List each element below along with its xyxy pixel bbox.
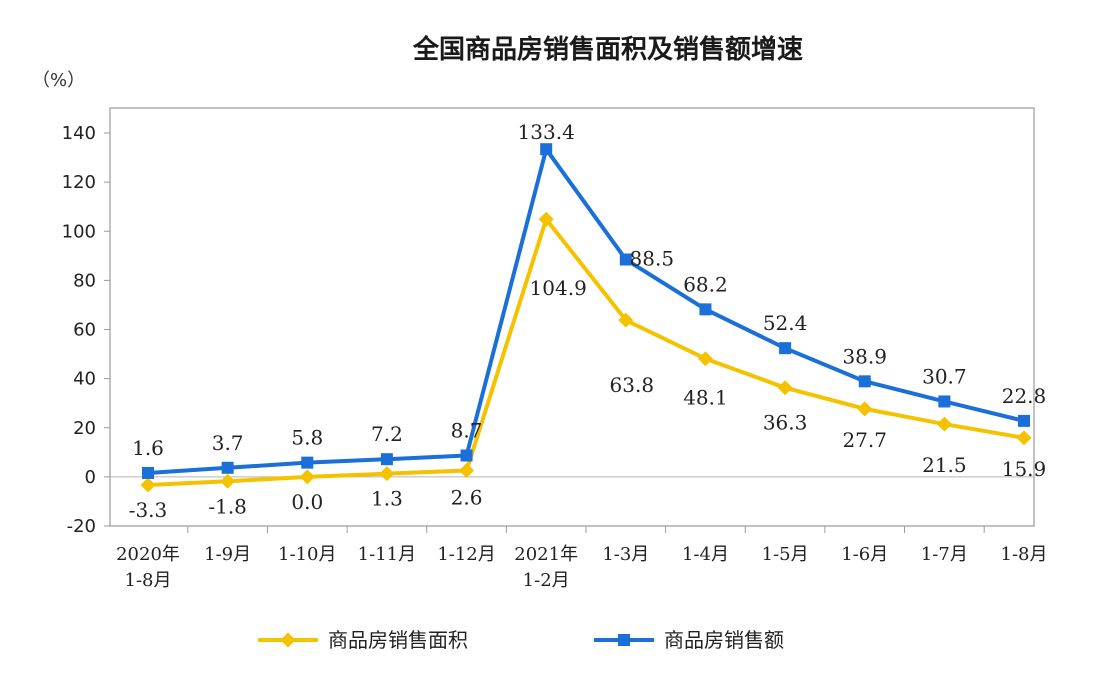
- data-label: 15.9: [1002, 457, 1047, 481]
- x-tick-label: 1-9月: [204, 544, 251, 565]
- y-axis-unit: （%）: [32, 70, 85, 91]
- x-tick-label: 1-6月: [841, 544, 888, 565]
- y-tick-label: 0: [85, 467, 96, 488]
- y-tick-label: 120: [62, 172, 96, 193]
- series-line: [146, 147, 1026, 475]
- data-label: -3.3: [129, 498, 168, 522]
- data-point: [858, 375, 871, 388]
- x-tick-label: 1-12月: [437, 544, 495, 565]
- y-tick-label: 60: [73, 320, 96, 341]
- data-point: [938, 395, 951, 408]
- data-point: [220, 473, 236, 489]
- data-label: 1.6: [132, 436, 164, 460]
- data-point: [221, 461, 234, 474]
- data-label: -1.8: [208, 494, 247, 518]
- data-point: [459, 462, 475, 478]
- legend-label: 商品房销售面积: [328, 628, 468, 652]
- x-tick-label: 1-3月: [602, 544, 649, 565]
- x-tick-label: 1-11月: [358, 544, 416, 565]
- x-tick-label: 1-10月: [278, 544, 336, 565]
- data-point: [379, 466, 395, 482]
- data-labels-layer: -3.3 -1.8 0.0 1.3 2.6 104.9 63.8 48.1 36.3 27.7 21…: [129, 120, 1047, 522]
- data-point: [779, 342, 792, 355]
- legend-marker: [618, 634, 630, 646]
- data-point: [777, 380, 793, 396]
- data-point: [380, 453, 393, 466]
- x-tick-label: 1-2月: [523, 570, 570, 591]
- data-point: [857, 401, 873, 417]
- data-label: 38.9: [842, 344, 887, 368]
- chart-title: 全国商品房销售面积及销售额增速: [412, 34, 803, 65]
- data-point: [697, 351, 713, 367]
- legend: 商品房销售面积 商品房销售额: [258, 628, 784, 652]
- data-point: [619, 253, 632, 266]
- data-label: 63.8: [610, 373, 655, 397]
- data-label: 68.2: [683, 272, 728, 296]
- y-tick-label: 20: [73, 418, 96, 439]
- x-tick-label: 1-8月: [125, 570, 172, 591]
- data-point: [140, 477, 156, 493]
- x-tick-label: 1-7月: [921, 544, 968, 565]
- data-label: 48.1: [683, 386, 728, 410]
- data-point: [540, 143, 553, 156]
- data-label: 2.6: [451, 485, 483, 509]
- series-layer: [140, 143, 1032, 493]
- y-tick-label: 80: [73, 270, 96, 291]
- data-label: 22.8: [1002, 384, 1047, 408]
- data-label: 52.4: [763, 311, 808, 335]
- data-point: [699, 303, 712, 316]
- data-label: 8.7: [451, 419, 483, 443]
- data-label: 27.7: [842, 428, 887, 452]
- data-label: 3.7: [212, 431, 244, 455]
- axes-layer: 140 120 100 80 60 40 20 0 -20 2020年 1-8月 1-9月 1-10月 1…: [62, 123, 1048, 591]
- data-point: [1016, 430, 1032, 446]
- data-point: [301, 456, 314, 469]
- data-point: [460, 449, 473, 462]
- y-tick-label: 100: [62, 221, 96, 242]
- data-label: 104.9: [530, 276, 587, 300]
- data-point: [538, 211, 554, 227]
- data-label: 88.5: [630, 246, 675, 270]
- data-point: [936, 416, 952, 432]
- data-label: 0.0: [291, 490, 323, 514]
- data-label: 1.3: [371, 487, 403, 511]
- legend-marker: [280, 632, 296, 648]
- data-point: [618, 312, 634, 328]
- x-tick-label: 1-5月: [762, 544, 809, 565]
- data-point: [142, 466, 154, 479]
- y-tick-label: 40: [73, 369, 96, 390]
- x-tick-label: 2020年: [116, 544, 180, 565]
- y-tick-label: 140: [62, 123, 96, 144]
- data-label: 133.4: [518, 120, 575, 144]
- x-tick-label: 2021年: [514, 544, 578, 565]
- data-point: [1018, 414, 1030, 427]
- data-label: 36.3: [763, 411, 808, 435]
- x-tick-label: 1-8月: [1001, 544, 1048, 565]
- y-tick-label: -20: [67, 516, 96, 537]
- data-label: 30.7: [922, 364, 967, 388]
- data-point: [299, 469, 315, 485]
- x-tick-label: 1-4月: [682, 544, 729, 565]
- data-label: 5.8: [291, 426, 323, 450]
- series-line: [146, 217, 1026, 487]
- legend-label: 商品房销售额: [664, 628, 784, 652]
- plot-frame: [109, 107, 1035, 527]
- data-label: 7.2: [371, 422, 403, 446]
- data-label: 21.5: [922, 453, 967, 477]
